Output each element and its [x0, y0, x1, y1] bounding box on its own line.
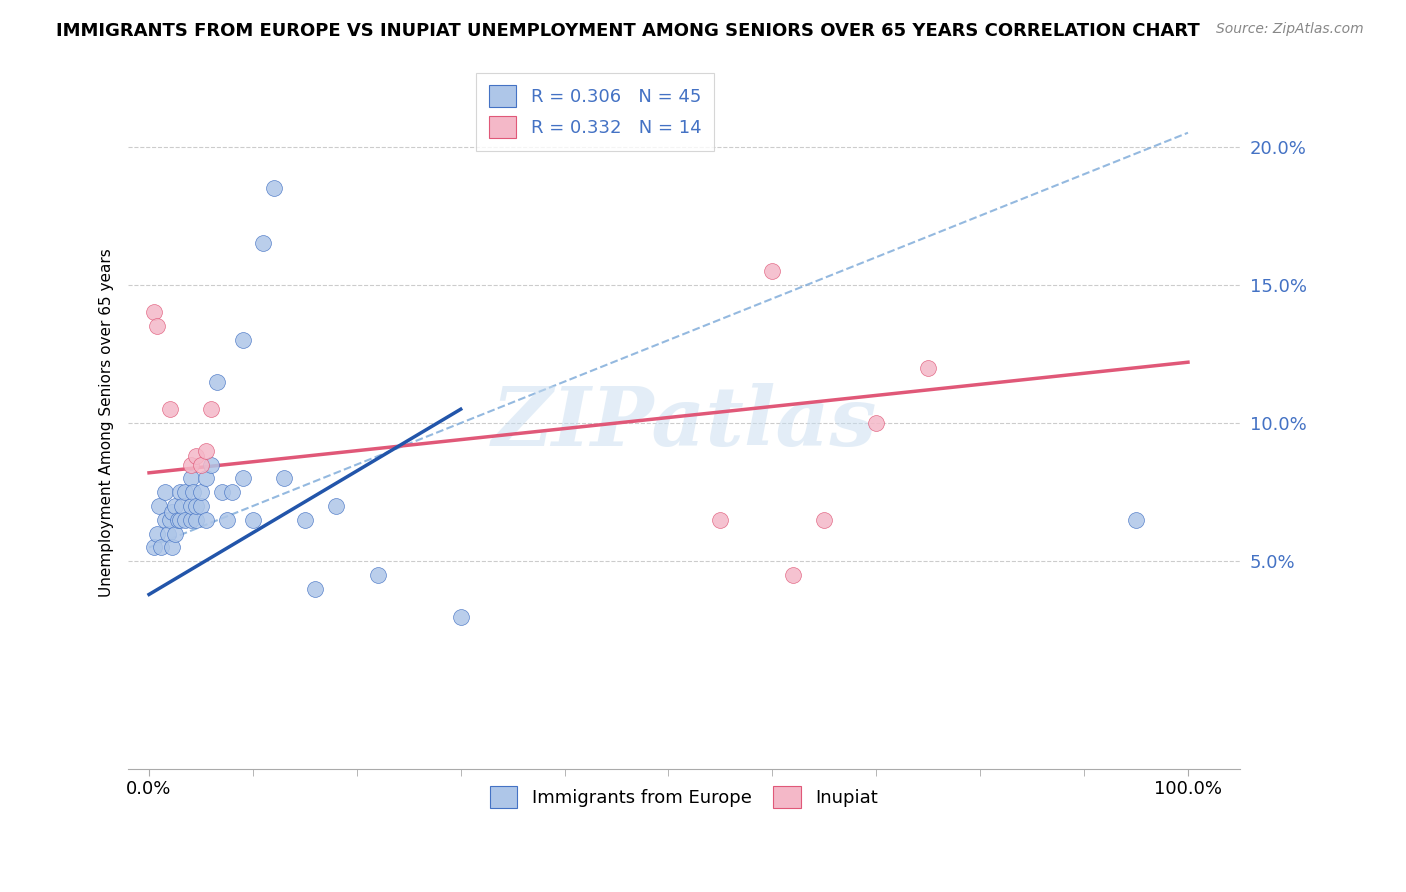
Point [153, 485, 176, 500]
Point [160, 504, 183, 518]
Point [200, 458, 222, 472]
Point [200, 402, 222, 417]
Point [159, 402, 181, 417]
Text: ZIPatlas: ZIPatlas [491, 383, 877, 463]
Point [273, 471, 295, 485]
Point [174, 513, 197, 527]
Point [156, 526, 179, 541]
Point [160, 541, 183, 555]
Point [190, 499, 212, 513]
Point [184, 499, 207, 513]
Point [252, 236, 274, 251]
Point [146, 526, 169, 541]
Point [304, 582, 326, 596]
Point [211, 485, 233, 500]
Point [146, 319, 169, 334]
Point [169, 513, 191, 527]
Point [195, 443, 218, 458]
Text: Source: ZipAtlas.com: Source: ZipAtlas.com [1216, 22, 1364, 37]
Point [148, 499, 170, 513]
Point [709, 513, 731, 527]
Point [143, 305, 166, 319]
Point [917, 360, 939, 375]
Point [325, 499, 347, 513]
Point [167, 513, 190, 527]
Point [367, 568, 389, 582]
Point [150, 541, 173, 555]
Point [169, 485, 191, 500]
Point [782, 568, 804, 582]
Point [195, 471, 218, 485]
Point [865, 416, 887, 430]
Point [159, 513, 181, 527]
Point [190, 485, 212, 500]
Point [190, 458, 212, 472]
Point [231, 471, 253, 485]
Point [180, 458, 202, 472]
Point [153, 513, 176, 527]
Point [163, 526, 186, 541]
Point [761, 264, 783, 278]
Point [205, 375, 228, 389]
Point [184, 513, 207, 527]
Point [1125, 513, 1147, 527]
Point [231, 333, 253, 347]
Point [221, 485, 243, 500]
Point [450, 609, 472, 624]
Point [180, 499, 202, 513]
Point [180, 513, 202, 527]
Point [184, 449, 207, 463]
Point [172, 499, 194, 513]
Point [242, 513, 264, 527]
Legend: Immigrants from Europe, Inupiat: Immigrants from Europe, Inupiat [484, 779, 884, 815]
Point [195, 513, 218, 527]
Y-axis label: Unemployment Among Seniors over 65 years: Unemployment Among Seniors over 65 years [100, 249, 114, 598]
Point [181, 485, 204, 500]
Point [180, 471, 202, 485]
Point [163, 499, 186, 513]
Text: IMMIGRANTS FROM EUROPE VS INUPIAT UNEMPLOYMENT AMONG SENIORS OVER 65 YEARS CORRE: IMMIGRANTS FROM EUROPE VS INUPIAT UNEMPL… [56, 22, 1199, 40]
Point [215, 513, 238, 527]
Point [143, 541, 166, 555]
Point [294, 513, 316, 527]
Point [813, 513, 835, 527]
Point [263, 181, 285, 195]
Point [174, 485, 197, 500]
